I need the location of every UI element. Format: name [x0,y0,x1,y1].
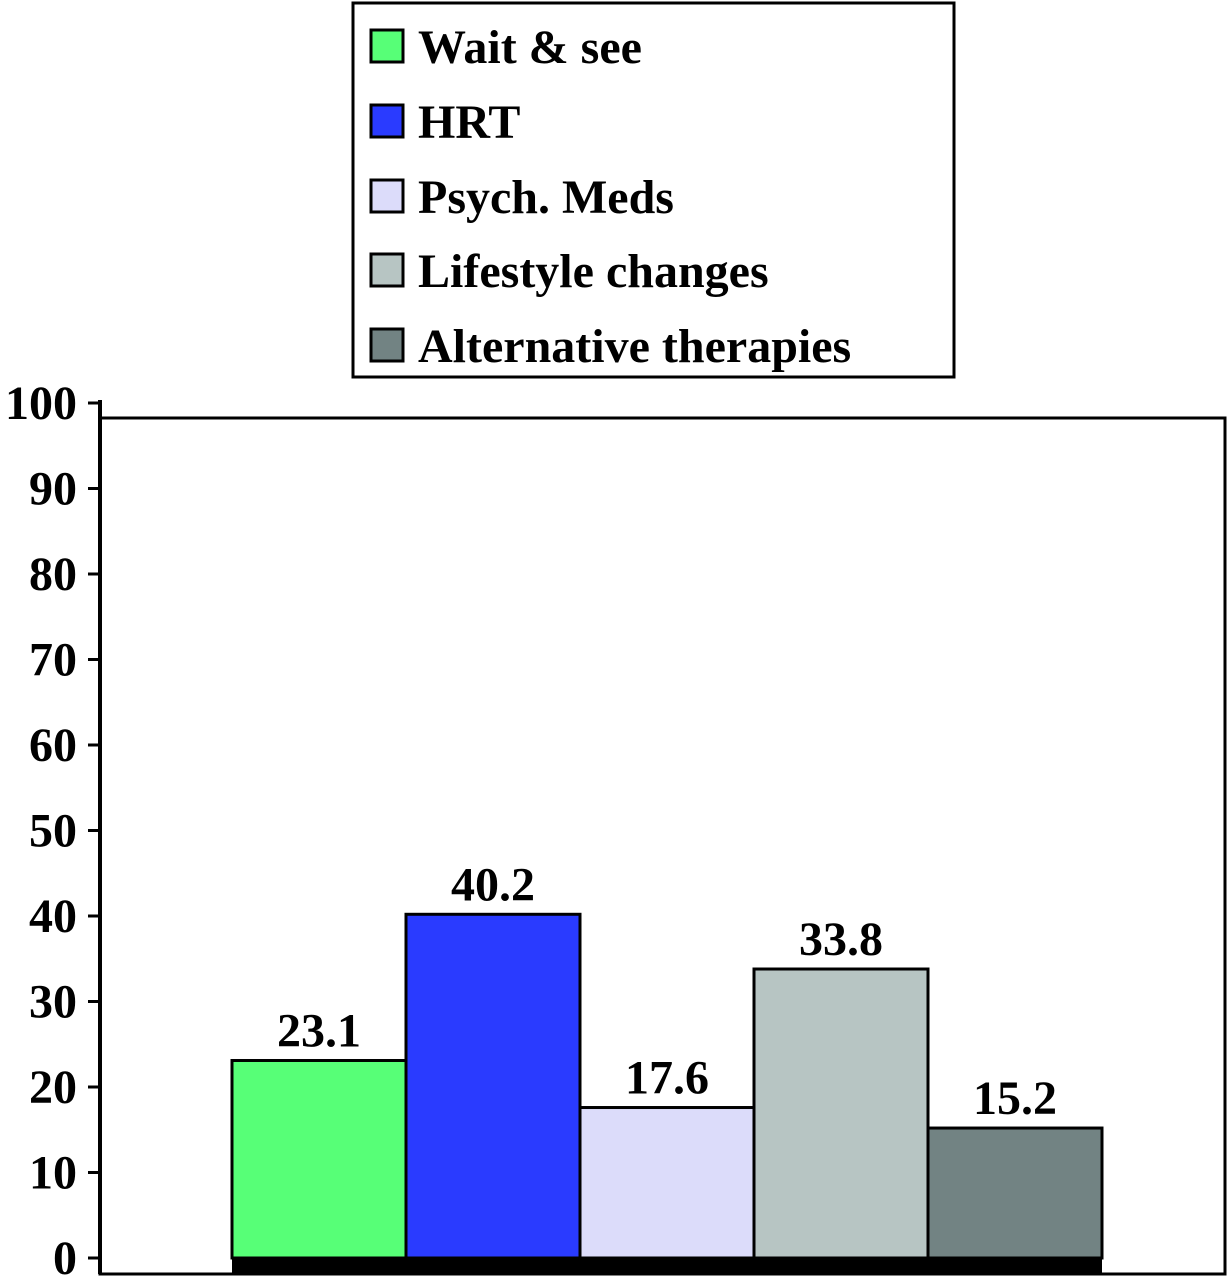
legend-swatch-psych-meds [369,178,405,214]
legend-label-lifestyle-changes: Lifestyle changes [418,245,769,298]
y-tick-label-80: 80 [29,548,77,601]
y-tick-label-60: 60 [29,719,77,772]
legend-box [351,1,956,379]
legend-swatch-alternative-therapies [369,327,405,363]
legend-label-alternative-therapies: Alternative therapies [418,320,851,373]
legend-swatch-wait-and-see [369,28,405,64]
y-tick-label-20: 20 [29,1061,77,1114]
y-tick-label-30: 30 [29,976,77,1029]
legend-swatch-lifestyle-changes [369,252,405,288]
data-label-lifestyle-changes: 33.8 [799,913,883,966]
y-tick-label-40: 40 [29,890,77,943]
legend-label-hrt: HRT [418,96,520,149]
legend-label-psych-meds: Psych. Meds [418,171,674,224]
data-label-alternative-therapies: 15.2 [973,1072,1057,1125]
legend: Wait & see HRT Psych. Meds Lifestyle change… [351,1,956,379]
y-tick-label-10: 10 [29,1147,77,1200]
bar-hrt [404,912,582,1260]
data-label-wait-and-see: 23.1 [277,1004,361,1057]
bar-alternative-therapies [926,1126,1104,1260]
data-label-psych-meds: 17.6 [625,1052,709,1105]
bars [230,912,1104,1274]
bar-psych-meds [578,1106,756,1260]
y-tick-label-70: 70 [29,634,77,687]
legend-label-wait-and-see: Wait & see [418,21,642,74]
bar-floor [232,1258,1102,1274]
data-label-hrt: 40.2 [451,858,535,911]
legend-swatch-hrt [369,103,405,139]
bar-wait-and-see [230,1058,408,1260]
data-labels: 23.1 40.2 17.6 33.8 15.2 [277,858,1057,1125]
bar-lifestyle-changes [752,967,930,1260]
y-tick-label-90: 90 [29,463,77,516]
y-tick-label-100: 100 [5,377,77,430]
y-tick-label-0: 0 [53,1232,77,1280]
y-tick-label-50: 50 [29,805,77,858]
